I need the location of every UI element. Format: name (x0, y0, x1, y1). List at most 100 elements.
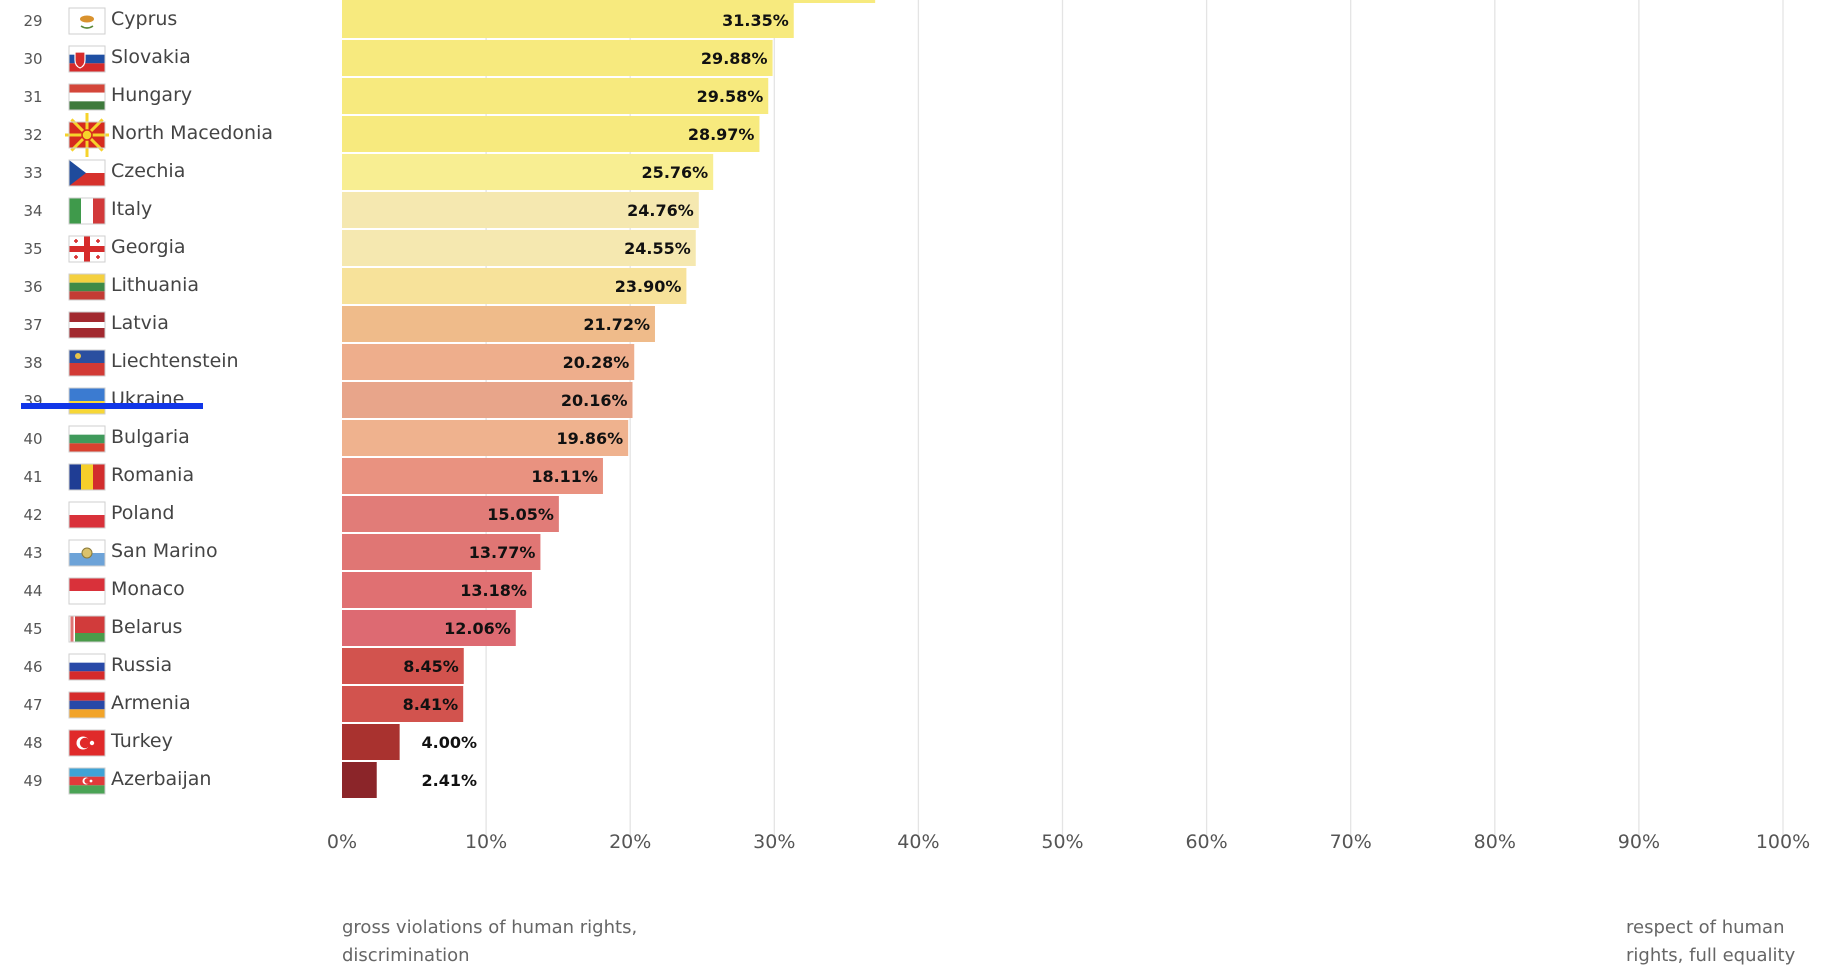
rank-number: 40 (23, 430, 42, 448)
rank-number: 47 (23, 696, 42, 714)
bar-georgia (342, 230, 696, 266)
rank-number: 45 (23, 620, 42, 638)
x-tick-label: 10% (465, 831, 507, 853)
country-name[interactable]: Poland (111, 502, 174, 524)
bar-liechtenstein (342, 344, 635, 380)
x-axis-ticks: 0% 10% 20% 30% 40% 50% 60% 70% 80% 90% 100% (327, 831, 1810, 853)
value-label: 2.41% (421, 771, 477, 790)
bar-monaco (342, 572, 532, 608)
country-name[interactable]: Italy (111, 198, 152, 220)
highlight-underline (21, 403, 203, 409)
ukraine-flag-icon (68, 387, 106, 415)
value-label: 24.76% (627, 201, 694, 220)
country-name[interactable]: Liechtenstein (111, 350, 239, 372)
country-name[interactable]: Lithuania (111, 274, 199, 296)
country-name[interactable]: Romania (111, 464, 194, 486)
country-name[interactable]: Czechia (111, 160, 185, 182)
lithuania-flag-icon (68, 273, 106, 301)
value-label: 13.77% (469, 543, 536, 562)
romania-flag-icon (68, 463, 106, 491)
slovakia-flag-icon (68, 45, 106, 73)
poland-flag-icon (68, 501, 106, 529)
value-label: 12.06% (444, 619, 511, 638)
rank-number: 29 (23, 12, 42, 30)
bar-lithuania (342, 268, 687, 304)
rank-number: 34 (23, 202, 42, 220)
bar-hungary (342, 78, 769, 114)
san-marino-flag-icon (68, 539, 106, 567)
value-label: 4.00% (421, 733, 477, 752)
rank-number: 35 (23, 240, 42, 258)
bars: 31.35% 29.88% 29.58% 28.97% 25.76% 24.76% 24.5… (342, 0, 876, 798)
bar-czechia (342, 154, 714, 190)
rank-number: 38 (23, 354, 42, 372)
bar-armenia (342, 686, 464, 722)
bar-slovakia (342, 40, 773, 76)
north-macedonia-flag-icon (65, 113, 109, 157)
bar-ukraine (342, 382, 633, 418)
rank-number: 30 (23, 50, 42, 68)
rank-number: 42 (23, 506, 42, 524)
bar-north-macedonia (342, 116, 760, 152)
bar-azerbaijan (342, 762, 377, 798)
latvia-flag-icon (68, 311, 106, 339)
x-tick-label: 20% (609, 831, 651, 853)
country-name[interactable]: Monaco (111, 578, 185, 600)
azerbaijan-flag-icon (68, 767, 106, 795)
value-label: 18.11% (531, 467, 598, 486)
x-tick-label: 90% (1618, 831, 1660, 853)
value-label: 13.18% (460, 581, 527, 600)
bar-cyprus (342, 2, 794, 38)
country-name[interactable]: Turkey (110, 730, 173, 752)
rank-number: 46 (23, 658, 42, 676)
rank-number: 43 (23, 544, 42, 562)
value-label: 25.76% (642, 163, 709, 182)
value-label: 31.35% (722, 11, 789, 30)
rank-number: 41 (23, 468, 42, 486)
turkey-flag-icon (68, 729, 106, 757)
rank-number: 48 (23, 734, 42, 752)
value-label: 29.58% (697, 87, 764, 106)
bar-russia (342, 648, 464, 684)
bar-turkey (342, 724, 400, 760)
x-tick-label: 50% (1041, 831, 1083, 853)
rank-number: 31 (23, 88, 42, 106)
country-name[interactable]: San Marino (111, 540, 218, 562)
x-tick-label: 60% (1185, 831, 1227, 853)
rank-number: 37 (23, 316, 42, 334)
value-label: 8.41% (403, 695, 459, 714)
x-tick-label: 80% (1474, 831, 1516, 853)
country-name[interactable]: Georgia (111, 236, 186, 258)
country-name[interactable]: Cyprus (111, 8, 177, 30)
value-label: 28.97% (688, 125, 755, 144)
value-label: 20.28% (563, 353, 630, 372)
value-label: 21.72% (583, 315, 650, 334)
rank-number: 36 (23, 278, 42, 296)
country-name[interactable]: Armenia (111, 692, 191, 714)
monaco-flag-icon (68, 577, 106, 605)
armenia-flag-icon (68, 691, 106, 719)
bar-latvia (342, 306, 655, 342)
belarus-flag-icon (68, 615, 106, 643)
bar-romania (342, 458, 603, 494)
x-tick-label: 30% (753, 831, 795, 853)
x-tick-label: 70% (1330, 831, 1372, 853)
country-name[interactable]: Azerbaijan (111, 768, 211, 790)
bar-partial (342, 0, 876, 3)
x-tick-label: 40% (897, 831, 939, 853)
russia-flag-icon (68, 653, 106, 681)
liechtenstein-flag-icon (68, 349, 106, 377)
country-name[interactable]: Slovakia (111, 46, 191, 68)
bar-san-marino (342, 534, 541, 570)
country-name[interactable]: Hungary (111, 84, 192, 106)
country-name[interactable]: Latvia (111, 312, 169, 334)
bar-italy (342, 192, 699, 228)
country-name[interactable]: North Macedonia (111, 122, 273, 144)
country-name[interactable]: Bulgaria (111, 426, 190, 448)
x-tick-label: 100% (1756, 831, 1810, 853)
country-name[interactable]: Belarus (111, 616, 182, 638)
rank-number: 32 (23, 126, 42, 144)
country-name[interactable]: Russia (111, 654, 172, 676)
italy-flag-icon (68, 197, 106, 225)
